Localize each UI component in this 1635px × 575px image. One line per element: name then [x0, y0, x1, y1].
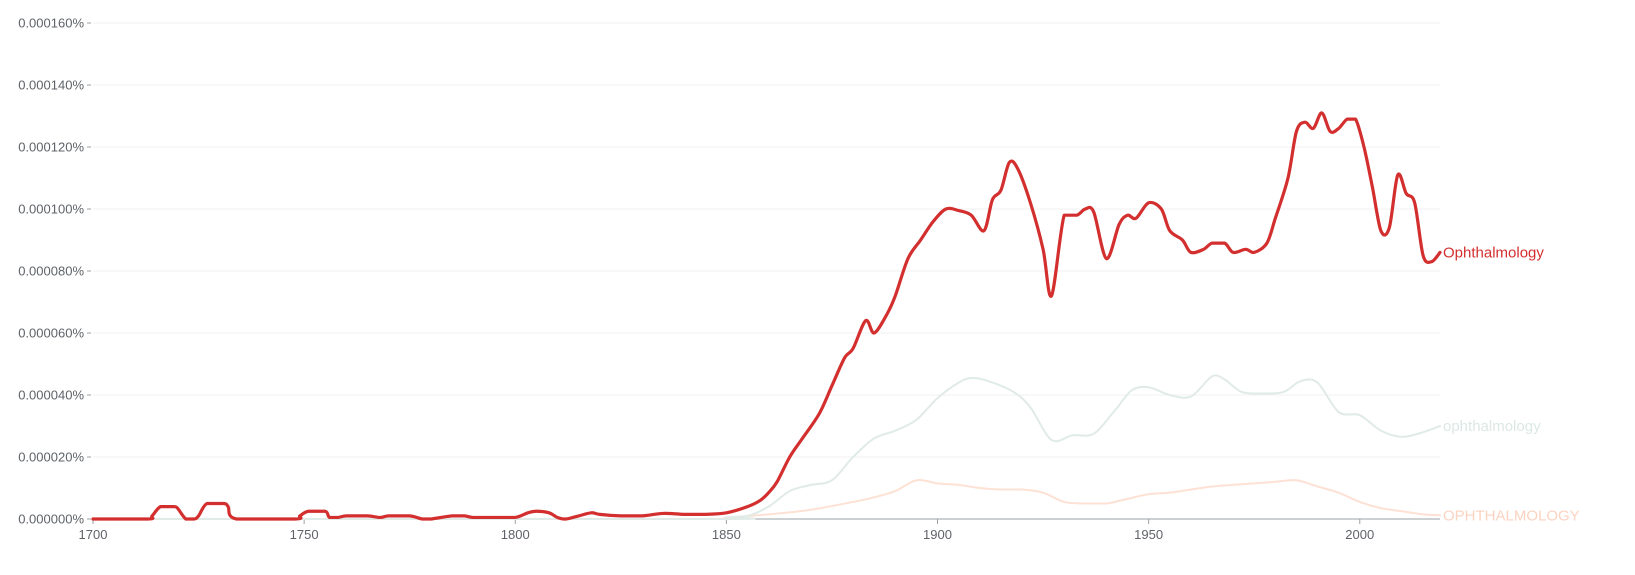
series-labels: OPHTHALMOLOGY ophthalmology Ophthalmology [1443, 244, 1580, 524]
x-tick-label: 2000 [1345, 527, 1374, 542]
y-tick-label: 0.000000% [18, 512, 84, 527]
series-label-0[interactable]: OPHTHALMOLOGY [1443, 507, 1580, 524]
grid-layer [93, 22, 1440, 458]
x-tick-label: 1800 [501, 527, 530, 542]
y-tick-label: 0.000140% [18, 78, 84, 93]
series-line-1[interactable] [92, 374, 1441, 521]
x-tick-label: 1750 [290, 527, 319, 542]
series-label-2[interactable]: Ophthalmology [1443, 244, 1544, 261]
y-tick-label: 0.000040% [18, 388, 84, 403]
y-tick-label: 0.000080% [18, 264, 84, 279]
series-line-0[interactable] [92, 478, 1441, 521]
series-label-1[interactable]: ophthalmology [1443, 418, 1541, 435]
y-tick-label: 0.000160% [18, 16, 84, 31]
series-line-2[interactable] [91, 111, 1442, 521]
y-tick-label: 0.000100% [18, 202, 84, 217]
y-axis: 0.000000% 0.000020% 0.000040% 0.000060% 0.00… [18, 16, 91, 527]
y-tick-label: 0.000120% [18, 140, 84, 155]
x-tick-label: 1950 [1134, 527, 1163, 542]
x-tick-label: 1900 [923, 527, 952, 542]
x-tick-label: 1850 [712, 527, 741, 542]
series-layer [91, 111, 1442, 521]
x-axis: 1700 1750 1800 1850 1900 1950 2000 [79, 518, 1440, 542]
y-tick-label: 0.000060% [18, 326, 84, 341]
y-tick-label: 0.000020% [18, 450, 84, 465]
x-tick-label: 1700 [79, 527, 108, 542]
